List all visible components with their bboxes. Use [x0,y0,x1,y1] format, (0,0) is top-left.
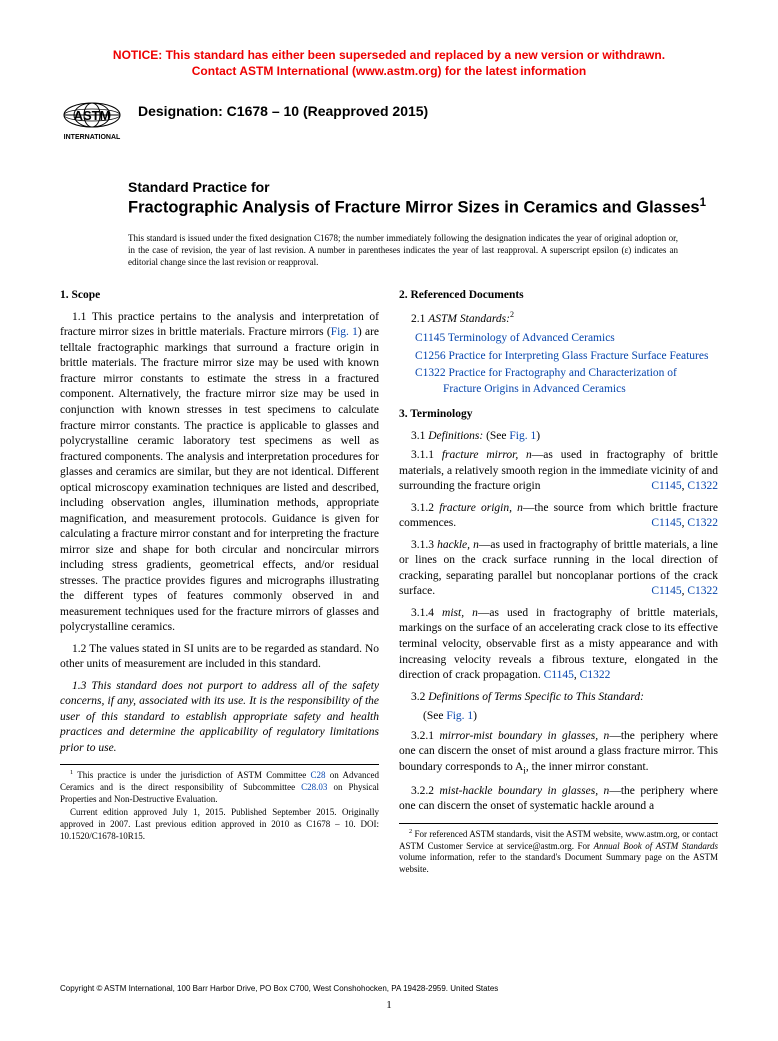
title-block: Standard Practice for Fractographic Anal… [128,178,718,219]
ref-link-c1322[interactable]: C1322 [687,480,718,492]
footnotes-left: 1 This practice is under the jurisdictio… [60,769,379,842]
d322num: 3.2.2 [411,785,439,797]
ref-link-c1322-3[interactable]: C1322 [687,585,718,597]
ref-code-c1256[interactable]: C1256 [415,350,446,362]
scope-1.3: 1.3 This standard does not purport to ad… [60,679,379,757]
ref-c1322: C1322 Practice for Fractography and Char… [399,366,718,397]
term-3.2.2: 3.2.2 mist-hackle boundary in glasses, n… [399,784,718,815]
notice-banner: NOTICE: This standard has either been su… [60,48,718,79]
title-sup: 1 [700,197,706,209]
d311term: fracture mirror, n [442,449,532,461]
ref-text-c1322[interactable]: Practice for Fractography and Characteri… [443,367,677,395]
right-column: 2. Referenced Documents 2.1 ASTM Standar… [399,288,718,877]
d312num: 3.1.2 [411,502,439,514]
d321term: mirror-mist boundary in glasses, n [439,730,609,742]
ref-link-c1145-4[interactable]: C1145 [544,669,574,681]
ref-link-c1145-3[interactable]: C1145 [651,585,681,597]
scope-1.1: 1.1 This practice pertains to the analys… [60,310,379,636]
p21b: ASTM Standards: [428,313,510,325]
svg-text:ASTM: ASTM [74,108,111,123]
footnote-1: 1 This practice is under the jurisdictio… [60,769,379,805]
footnote-rule-left [60,764,379,765]
p31c: (See [483,430,509,442]
term-3.1.2: 3.1.2 fracture origin, n—the source from… [399,501,718,532]
d313term: hackle, n [437,539,479,551]
p31b: Definitions: [428,430,483,442]
term-3.1.3: 3.1.3 hackle, n—as used in fractography … [399,538,718,600]
footnote-1b: Current edition approved July 1, 2015. P… [60,807,379,842]
title-main-text: Fractographic Analysis of Fracture Mirro… [128,199,700,217]
term-3.1: 3.1 Definitions: (See Fig. 1) [399,429,718,445]
term-3.1.4: 3.1.4 mist, n—as used in fractography of… [399,606,718,684]
scope-head: 1. Scope [60,288,379,304]
footnote-2: 2 For referenced ASTM standards, visit t… [399,828,718,876]
page-number: 1 [0,999,778,1011]
svg-text:INTERNATIONAL: INTERNATIONAL [64,134,121,141]
ref-link-c1322-4[interactable]: C1322 [580,669,611,681]
terminology-head: 3. Terminology [399,407,718,423]
p31d: ) [536,430,540,442]
left-column: 1. Scope 1.1 This practice pertains to t… [60,288,379,877]
notice-line2: Contact ASTM International (www.astm.org… [192,64,586,78]
term-3.2-fig: (See Fig. 1) [399,709,718,725]
p32c: (See [423,710,446,722]
fig1-link-2[interactable]: Fig. 1 [509,430,536,442]
term-3.1.1: 3.1.1 fracture mirror, n—as used in frac… [399,448,718,495]
d314num: 3.1.4 [411,607,442,619]
ref-link-c1322-2[interactable]: C1322 [687,517,718,529]
footnote-rule-right [399,823,718,824]
refdocs-2.1: 2.1 ASTM Standards:2 [399,310,718,327]
d313num: 3.1.3 [411,539,437,551]
header-row: ASTM INTERNATIONAL Designation: C1678 – … [60,97,718,150]
copyright: Copyright © ASTM International, 100 Barr… [60,984,498,993]
term-3.2: 3.2 Definitions of Terms Specific to Thi… [399,690,718,706]
ref-c1145: C1145 Terminology of Advanced Ceramics [399,331,718,347]
fn2b: Annual Book of ASTM Standards [594,841,718,851]
ref-code-c1145[interactable]: C1145 [415,332,445,344]
ref-link-c1145-2[interactable]: C1145 [651,517,681,529]
ref-code-c1322[interactable]: C1322 [415,367,446,379]
p21a: 2.1 [411,313,428,325]
body-columns: 1. Scope 1.1 This practice pertains to t… [60,288,718,877]
fn1a: This practice is under the jurisdiction … [73,770,310,780]
fn2c: volume information, refer to the standar… [399,852,718,874]
ref-text-c1145[interactable]: Terminology of Advanced Ceramics [448,332,615,344]
astm-logo: ASTM INTERNATIONAL [60,97,124,150]
notice-line1: NOTICE: This standard has either been su… [113,48,665,62]
fig1-link[interactable]: Fig. 1 [331,326,358,338]
p32b: Definitions of Terms Specific to This St… [428,691,644,703]
d321text2: , the inner mirror constant. [526,761,649,773]
ref-text-c1256[interactable]: Practice for Interpreting Glass Fracture… [449,350,709,362]
d314term: mist, n [442,607,478,619]
ref-link-c1145[interactable]: C1145 [651,480,681,492]
scope-1.2: 1.2 The values stated in SI units are to… [60,642,379,673]
refdocs-head: 2. Referenced Documents [399,288,718,304]
footnotes-right: 2 For referenced ASTM standards, visit t… [399,828,718,876]
scope-11b: ) are telltale fractographic markings th… [60,326,379,633]
issuance-note: This standard is issued under the fixed … [128,233,678,268]
term-3.2.1: 3.2.1 mirror-mist boundary in glasses, n… [399,729,718,778]
d311num: 3.1.1 [411,449,442,461]
ref-c1256: C1256 Practice for Interpreting Glass Fr… [399,349,718,365]
subcommittee-link[interactable]: C28.03 [301,782,327,792]
p32a: 3.2 [411,691,428,703]
d312term: fracture origin, n [439,502,523,514]
d322term: mist-hackle boundary in glasses, n [439,785,609,797]
fig1-link-3[interactable]: Fig. 1 [446,710,473,722]
title-pre: Standard Practice for [128,178,718,196]
p32d: ) [473,710,477,722]
p31a: 3.1 [411,430,428,442]
p21sup: 2 [510,310,514,319]
committee-link[interactable]: C28 [310,770,325,780]
title-main: Fractographic Analysis of Fracture Mirro… [128,196,718,219]
d321num: 3.2.1 [411,730,439,742]
designation: Designation: C1678 – 10 (Reapproved 2015… [138,103,428,119]
